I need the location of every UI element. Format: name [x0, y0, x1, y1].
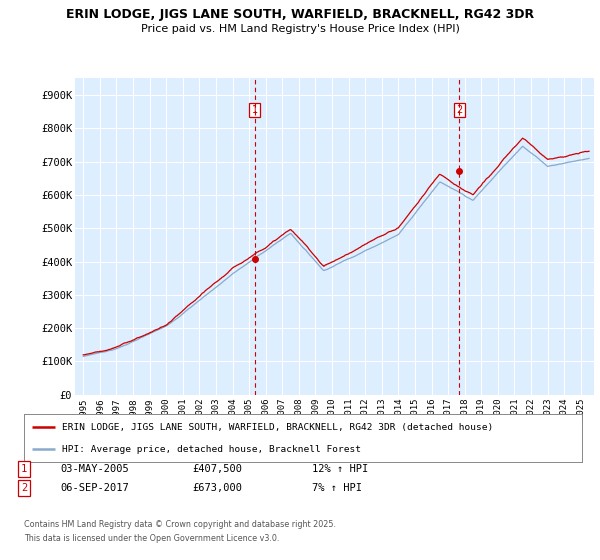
Text: 03-MAY-2005: 03-MAY-2005: [60, 464, 129, 474]
Text: ERIN LODGE, JIGS LANE SOUTH, WARFIELD, BRACKNELL, RG42 3DR (detached house): ERIN LODGE, JIGS LANE SOUTH, WARFIELD, B…: [62, 423, 493, 432]
Text: This data is licensed under the Open Government Licence v3.0.: This data is licensed under the Open Gov…: [24, 534, 280, 543]
Text: 1: 1: [21, 464, 27, 474]
Text: 1: 1: [251, 105, 257, 115]
Text: 2: 2: [456, 105, 463, 115]
Text: £673,000: £673,000: [192, 483, 242, 493]
Text: ERIN LODGE, JIGS LANE SOUTH, WARFIELD, BRACKNELL, RG42 3DR: ERIN LODGE, JIGS LANE SOUTH, WARFIELD, B…: [66, 8, 534, 21]
Text: 7% ↑ HPI: 7% ↑ HPI: [312, 483, 362, 493]
Text: 06-SEP-2017: 06-SEP-2017: [60, 483, 129, 493]
Text: 12% ↑ HPI: 12% ↑ HPI: [312, 464, 368, 474]
Text: HPI: Average price, detached house, Bracknell Forest: HPI: Average price, detached house, Brac…: [62, 445, 361, 454]
Text: Price paid vs. HM Land Registry's House Price Index (HPI): Price paid vs. HM Land Registry's House …: [140, 24, 460, 34]
Text: 2: 2: [21, 483, 27, 493]
Text: £407,500: £407,500: [192, 464, 242, 474]
Text: Contains HM Land Registry data © Crown copyright and database right 2025.: Contains HM Land Registry data © Crown c…: [24, 520, 336, 529]
